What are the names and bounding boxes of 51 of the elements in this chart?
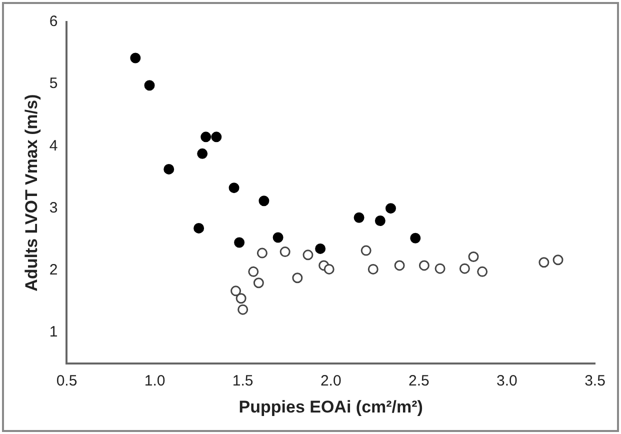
point — [434, 263, 446, 274]
point — [354, 212, 364, 223]
y-tick-label: 6 — [49, 13, 58, 30]
point — [418, 260, 430, 271]
point — [302, 250, 314, 260]
point — [360, 245, 372, 256]
point — [228, 182, 240, 194]
point — [292, 272, 303, 284]
point — [236, 293, 246, 304]
point — [394, 260, 405, 271]
point — [468, 252, 479, 262]
point — [256, 248, 268, 258]
point — [200, 132, 212, 142]
point — [410, 232, 421, 244]
point — [324, 264, 334, 274]
point — [477, 266, 488, 277]
x-tick-label: 3.5 — [584, 372, 606, 390]
point — [315, 243, 326, 254]
point — [144, 80, 155, 91]
x-tick-label: 3.0 — [496, 372, 518, 390]
point — [164, 164, 174, 174]
point — [253, 278, 264, 288]
point — [211, 132, 222, 142]
x-tick-label: 1.0 — [144, 372, 166, 390]
point — [248, 266, 259, 277]
y-tick-label: 1 — [49, 324, 58, 341]
point — [385, 203, 396, 214]
point — [130, 52, 141, 64]
point — [374, 216, 386, 226]
y-tick-label: 2 — [49, 262, 58, 279]
y-axis-title: Adults LVOT Vmax (m/s) — [22, 94, 41, 292]
point — [280, 246, 290, 258]
point — [238, 304, 248, 315]
point — [197, 148, 208, 159]
point — [234, 237, 245, 248]
y-tick-label: 4 — [49, 137, 58, 154]
point — [272, 232, 284, 243]
point — [258, 196, 270, 206]
x-axis-title: Puppies EOAi (cm²/m²) — [238, 397, 423, 416]
x-tick-label: 0.5 — [56, 372, 78, 390]
point — [230, 286, 242, 296]
point — [194, 222, 204, 234]
point — [538, 257, 550, 268]
x-tick-label: 1.5 — [232, 372, 254, 390]
y-tick-label: 3 — [49, 199, 58, 216]
y-tick-label: 5 — [49, 75, 58, 92]
x-tick-label: 2.5 — [408, 372, 430, 390]
point — [368, 264, 378, 274]
point — [459, 263, 470, 274]
point — [552, 254, 564, 266]
x-tick-label: 2.0 — [320, 372, 342, 390]
